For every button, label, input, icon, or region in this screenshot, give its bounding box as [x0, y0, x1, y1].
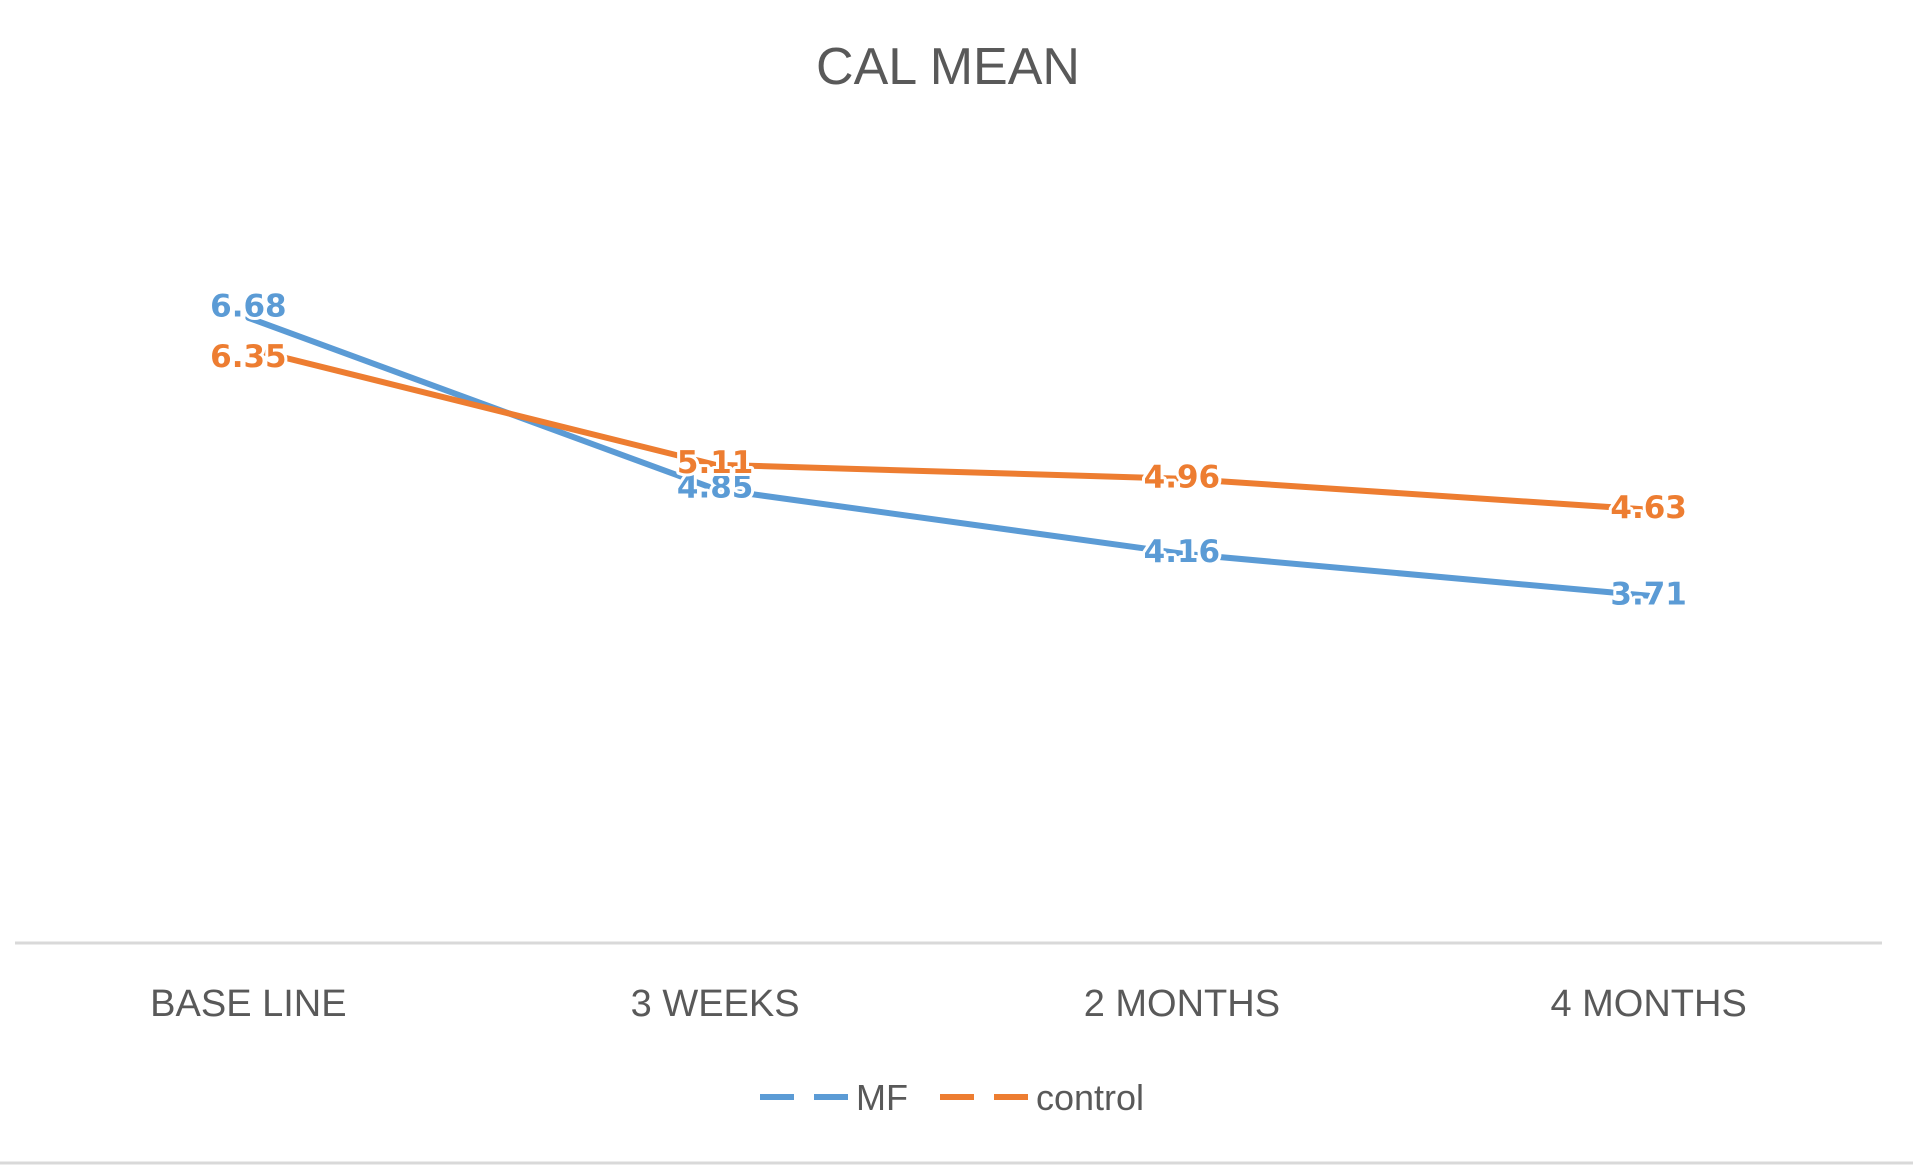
data-label-mf-2-months: 4.16	[1144, 534, 1221, 570]
series-line-mf	[245, 314, 1652, 599]
chart-title: CAL MEAN	[816, 38, 1080, 96]
data-label-mf-base-line: 6.68	[210, 288, 287, 324]
legend-label-mf: MF	[856, 1077, 908, 1118]
data-label-mf-4-months: 3.71	[1610, 576, 1687, 612]
legend-label-control: control	[1036, 1077, 1144, 1118]
data-label-control-4-months: 4.63	[1610, 490, 1687, 526]
data-label-mf-3-weeks: 4.85	[677, 470, 754, 506]
x-tick-label-4-months: 4 MONTHS	[1550, 983, 1746, 1025]
x-tick-label-base-line: BASE LINE	[150, 983, 346, 1025]
x-axis-tick-labels: BASE LINE 3 WEEKS 2 MONTHS 4 MONTHS	[150, 983, 1747, 1025]
data-label-control-3-weeks: 5.11	[677, 445, 754, 481]
series-line-control	[245, 345, 1652, 513]
legend: MF control	[760, 1077, 1144, 1118]
data-labels: 6.68 4.85 4.16 3.71 6.35 5.11 4.96 4.63	[207, 285, 1690, 615]
x-tick-label-3-weeks: 3 WEEKS	[631, 983, 800, 1025]
data-label-control-base-line: 6.35	[210, 339, 287, 375]
series-lines	[245, 314, 1652, 599]
x-tick-label-2-months: 2 MONTHS	[1084, 983, 1280, 1025]
data-label-control-2-months: 4.96	[1144, 459, 1221, 495]
